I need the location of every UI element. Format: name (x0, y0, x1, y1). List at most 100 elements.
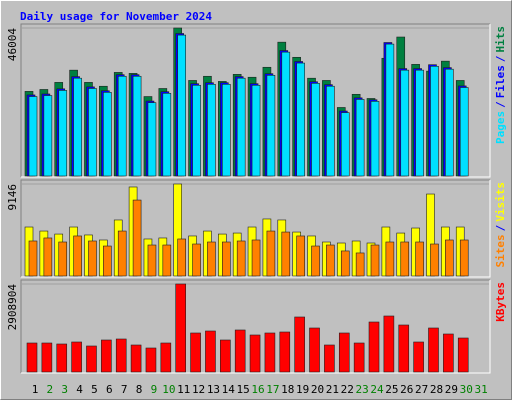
panel-bevel-light (21, 180, 491, 278)
bar (145, 347, 157, 373)
x-tick-label: 6 (106, 383, 113, 396)
x-tick-label: 21 (326, 383, 339, 396)
bar (73, 235, 82, 277)
bar (445, 68, 454, 177)
bar (445, 239, 454, 277)
bar (355, 252, 365, 277)
panel-bevel-dark (20, 279, 490, 373)
x-tick-label: 7 (121, 383, 128, 396)
x-tick-label: 17 (266, 383, 279, 396)
bar (130, 344, 142, 373)
bar (400, 69, 410, 177)
panel-bevel-dark (20, 23, 490, 177)
legend-entry: Files (494, 65, 507, 98)
x-tick-label: 5 (91, 383, 98, 396)
bar (190, 332, 201, 373)
x-tick-label: 11 (177, 383, 190, 396)
x-tick-label: 16 (251, 383, 264, 396)
bar (428, 327, 439, 373)
panel-bevel-light (21, 280, 491, 374)
bar (41, 342, 53, 373)
bar (457, 337, 469, 373)
bar (207, 84, 216, 177)
bar (115, 338, 127, 373)
bar (103, 245, 112, 277)
legend-entry: Visits (494, 182, 507, 222)
bar (338, 332, 350, 373)
bar (56, 343, 68, 373)
y-tick-label: 9146 (6, 184, 19, 211)
y-tick-label: 46004 (6, 28, 19, 61)
bar (415, 241, 424, 277)
panel-bevel-dark (20, 179, 490, 277)
bar (413, 341, 424, 373)
x-tick-label: 1 (32, 383, 39, 396)
bar (132, 199, 142, 277)
x-tick-label: 13 (207, 383, 220, 396)
bar (73, 77, 82, 177)
bar (398, 324, 410, 373)
bar (28, 96, 38, 177)
bar (326, 244, 335, 277)
bar (86, 345, 97, 373)
bar (266, 230, 276, 277)
bar (117, 75, 127, 177)
bar (294, 316, 305, 373)
bar (205, 330, 216, 373)
bar (222, 84, 231, 177)
bar (430, 65, 439, 177)
bar (281, 51, 291, 177)
bar (340, 250, 350, 277)
bar (43, 237, 53, 277)
bar (324, 344, 335, 373)
x-tick-label: 29 (445, 383, 458, 396)
x-tick-label: 15 (237, 383, 250, 396)
bar (222, 241, 231, 277)
bar (251, 84, 261, 177)
bar (147, 102, 157, 177)
x-tick-label: 9 (151, 383, 158, 396)
legend-separator: / (494, 55, 507, 62)
bar (459, 87, 469, 177)
bar (400, 241, 410, 277)
bar (26, 342, 38, 373)
bar (340, 112, 350, 177)
bar (383, 315, 395, 373)
bar (370, 244, 380, 277)
bar (281, 231, 291, 277)
legend-entry: KBytes (494, 282, 507, 322)
bar (88, 88, 97, 177)
bar (101, 339, 112, 373)
x-tick-label: 14 (222, 383, 236, 396)
bar (236, 240, 246, 277)
bar (177, 238, 186, 277)
bar (430, 243, 439, 277)
bar (249, 334, 261, 373)
bar (368, 321, 380, 373)
bar (132, 75, 142, 177)
bar (251, 239, 261, 277)
x-tick-label: 4 (76, 383, 83, 396)
x-tick-label: 28 (430, 383, 443, 396)
bar (71, 341, 82, 373)
legend: KBytes (494, 282, 507, 322)
bar (311, 83, 320, 177)
legend-entry: Hits (494, 26, 507, 53)
bar (192, 84, 201, 177)
panel-bevel-light (21, 24, 491, 178)
x-tick-label: 18 (281, 383, 294, 396)
x-tick-label: 12 (192, 383, 205, 396)
bar (279, 331, 291, 373)
bar (443, 333, 454, 373)
x-tick-label: 2 (47, 383, 54, 396)
y-tick-label: 2908904 (6, 284, 19, 331)
bar (296, 62, 305, 177)
x-tick-label: 19 (296, 383, 309, 396)
x-tick-label: 25 (385, 383, 398, 396)
bar (28, 240, 38, 277)
bar (385, 241, 395, 277)
bar (353, 342, 365, 373)
